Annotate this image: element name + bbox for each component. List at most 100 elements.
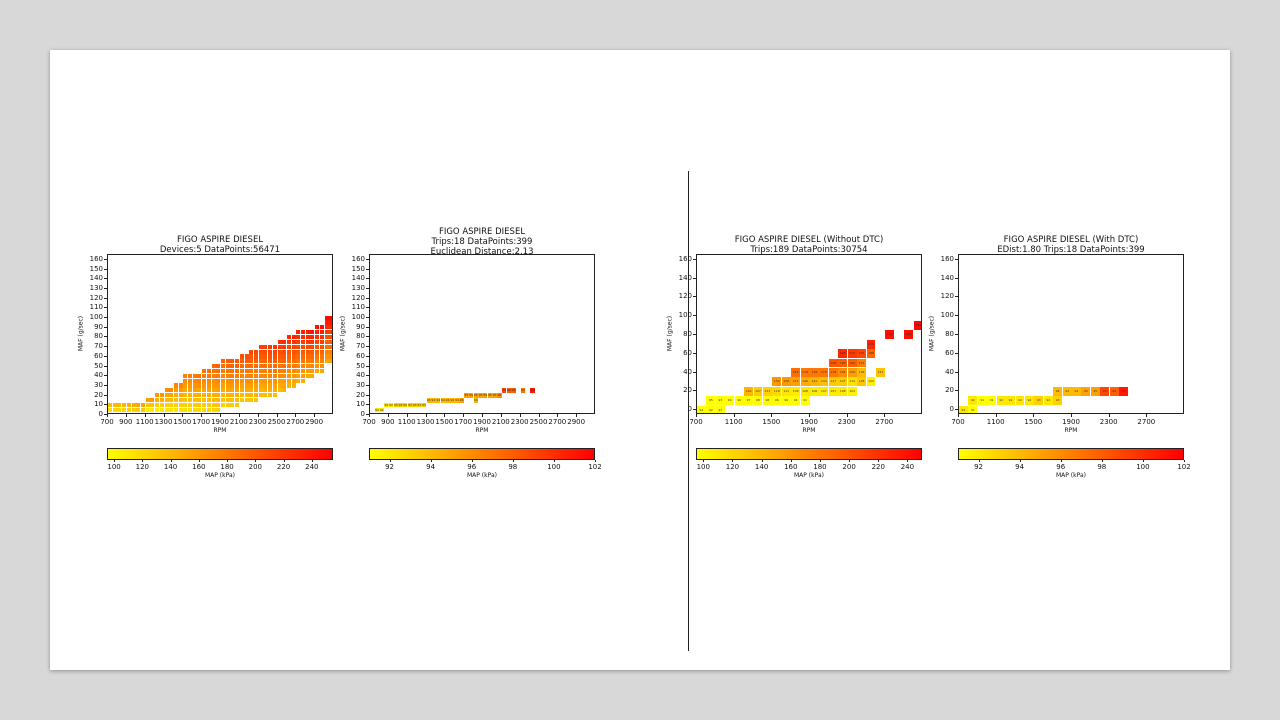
- heatmap-cell: [268, 388, 273, 393]
- chart-2-ytick-label: 160: [351, 254, 365, 263]
- heatmap-cell: [315, 325, 320, 330]
- heatmap-cell: [188, 388, 193, 393]
- heatmap-cell: [159, 398, 164, 403]
- heatmap-cell: [272, 368, 277, 374]
- chart-1-colorbar-tick-mark: [255, 460, 257, 462]
- heatmap-cell: [301, 335, 306, 340]
- heatmap-cell: [131, 407, 136, 412]
- heatmap-cell: [249, 364, 254, 369]
- heatmap-cell: 159: [772, 377, 782, 387]
- heatmap-cell: [268, 378, 273, 383]
- heatmap-cell: [183, 373, 188, 378]
- chart-2-colorbar-label: MAP (kPa): [467, 472, 497, 479]
- chart-1-xlabel: RPM: [213, 427, 227, 434]
- heatmap-cell: 93: [412, 402, 417, 408]
- heatmap-cell: [183, 383, 188, 388]
- chart-1-xtick-label: 700: [100, 418, 114, 426]
- heatmap-cell: [268, 383, 273, 388]
- heatmap-cell: [211, 388, 216, 393]
- heatmap-cell: [305, 330, 310, 335]
- chart-2-xtick-label: 2300: [510, 418, 529, 426]
- chart-3-title-line: Trips:189 DataPoints:30754: [750, 245, 868, 255]
- heatmap-cell: 97: [520, 388, 526, 393]
- heatmap-cell: 95: [1090, 386, 1100, 396]
- chart-1-ytick-mark: [104, 268, 107, 270]
- chart-2-title-line: FIGO ASPIRE DIESEL: [438, 227, 526, 237]
- chart-1-colorbar-tick-mark: [114, 460, 116, 462]
- chart-2-ytick-mark: [366, 258, 369, 260]
- heatmap-cell: 95: [468, 393, 474, 398]
- heatmap-cell: [225, 378, 230, 383]
- heatmap-cell: [301, 359, 306, 364]
- chart-1-ytick-mark: [104, 336, 107, 338]
- chart-2-xtick-mark: [387, 414, 389, 417]
- heatmap-cell: [173, 402, 178, 407]
- heatmap-cell: [272, 378, 277, 383]
- heatmap-cell: 94: [454, 398, 460, 403]
- chart-2-xtick-mark: [576, 414, 578, 417]
- chart-3-xtick-label: 1500: [762, 418, 781, 426]
- chart-4-title: FIGO ASPIRE DIESEL (With DTC) EDist:1.80 …: [961, 235, 1181, 255]
- heatmap-cell: [286, 359, 291, 364]
- heatmap-cell: 92: [968, 396, 978, 406]
- chart-3-colorbar-tick: 200: [842, 463, 856, 471]
- heatmap-cell: [296, 335, 301, 340]
- heatmap-cell: [159, 393, 164, 398]
- chart-4-xtick-mark: [1071, 414, 1072, 417]
- heatmap-cell: [164, 388, 169, 393]
- chart-1-xtick-mark: [276, 414, 278, 417]
- heatmap-cell: [329, 354, 332, 359]
- chart-1-ytick-mark: [104, 326, 107, 328]
- heatmap-cell: [235, 368, 240, 374]
- chart-1-ytick-mark: [104, 297, 107, 299]
- heatmap-cell: [324, 344, 329, 349]
- heatmap-cell: [296, 359, 301, 364]
- chart-2-ytick-mark: [366, 365, 369, 367]
- heatmap-cell: [291, 359, 296, 364]
- chart-3-ytick-mark: [693, 371, 696, 373]
- heatmap-cell: [211, 378, 216, 383]
- heatmap-cell: [324, 354, 329, 359]
- heatmap-cell: [244, 359, 249, 364]
- heatmap-cell: [277, 339, 282, 344]
- heatmap-cell: [286, 354, 291, 359]
- chart-1-colorbar-label: MAP (kPa): [205, 472, 235, 479]
- heatmap-cell: [315, 349, 320, 354]
- chart-1-xtick-mark: [107, 414, 108, 417]
- chart-3-colorbar-tick-mark: [849, 460, 851, 462]
- chart-3-colorbar-tick: 240: [900, 463, 915, 471]
- heatmap-cell: 178: [800, 367, 810, 377]
- chart-4-xtick-mark: [995, 414, 997, 417]
- chart-2-ytick-label: 40: [356, 371, 365, 380]
- chart-2-ytick-mark: [366, 278, 369, 280]
- heatmap-cell: 127: [838, 377, 848, 387]
- heatmap-cell: [126, 412, 131, 413]
- heatmap-cell: 93: [393, 402, 398, 408]
- heatmap-cell: [230, 378, 235, 383]
- heatmap-cell: 94: [1062, 386, 1072, 396]
- chart-4-colorbar-tick: 100: [1136, 463, 1150, 471]
- heatmap-cell: [155, 398, 160, 403]
- heatmap-cell: 94: [725, 396, 735, 406]
- chart-4-xtick-mark: [1033, 414, 1035, 417]
- heatmap-cell: [235, 383, 240, 388]
- heatmap-cell: 108: [800, 386, 810, 396]
- chart-4-colorbar-tick: 94: [1015, 463, 1025, 471]
- heatmap-cell: [291, 354, 296, 359]
- chart-3-colorbar-tick-mark: [819, 460, 821, 462]
- chart-4-colorbar-tick-mark: [1060, 460, 1062, 462]
- chart-4-title-line: FIGO ASPIRE DIESEL (With DTC): [1003, 235, 1139, 245]
- heatmap-cell: [169, 393, 174, 398]
- chart-2-colorbar: [369, 448, 595, 460]
- heatmap-cell: [202, 402, 207, 407]
- chart-3-xtick-mark: [884, 414, 886, 417]
- heatmap-cell: 103: [847, 386, 857, 396]
- heatmap-cell: [206, 383, 211, 388]
- chart-2-colorbar-tick-mark: [389, 460, 391, 462]
- heatmap-cell: [192, 398, 197, 403]
- chart-3-xtick-label: 1100: [724, 418, 743, 426]
- chart-3-colorbar-tick-mark: [703, 460, 705, 462]
- heatmap-cell: [230, 393, 235, 398]
- heatmap-cell: [324, 315, 329, 320]
- heatmap-cell: [315, 368, 320, 374]
